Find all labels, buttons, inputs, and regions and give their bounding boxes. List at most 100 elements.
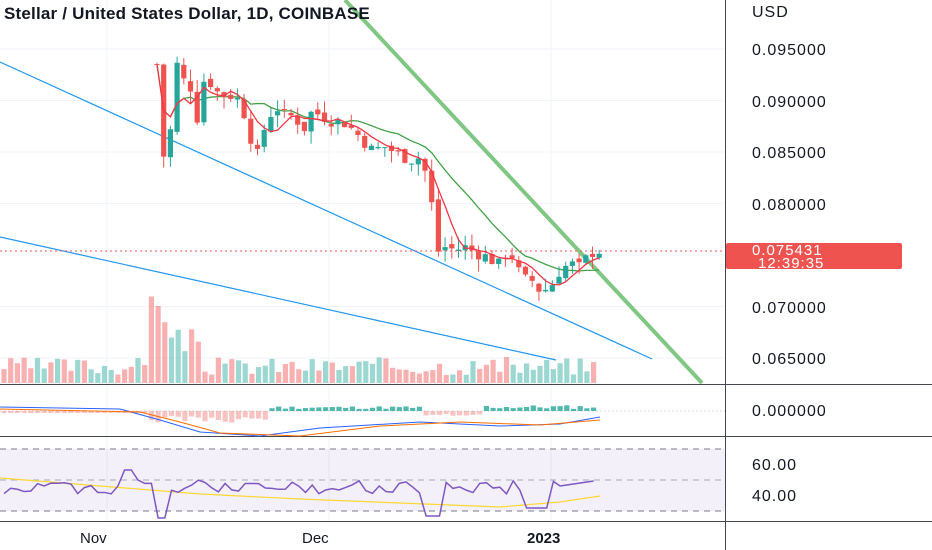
candle-body [261, 130, 267, 147]
macd-histogram-bar [343, 407, 349, 411]
macd-histogram-bar [202, 411, 208, 422]
price-tick-label: 0.070000 [752, 300, 827, 317]
macd-histogram-bar [262, 411, 268, 420]
candle-body [187, 81, 194, 92]
candle-body [234, 97, 240, 100]
macd-histogram-bar [564, 405, 570, 411]
volume-bar [584, 371, 590, 383]
volume-bar [269, 358, 275, 383]
volume-bar [490, 359, 496, 383]
rsi-line [3, 469, 594, 519]
volume-bar [329, 362, 335, 383]
rsi-tick-label: 40.00 [752, 488, 797, 505]
candle-body [529, 276, 535, 281]
price-tick-label: 0.080000 [752, 197, 827, 214]
volume-bar [1, 369, 7, 383]
volume-bar [276, 372, 282, 383]
candlestick-series [154, 56, 602, 301]
candle-body [429, 170, 435, 203]
macd-histogram-bar [222, 411, 228, 422]
candle-body [335, 120, 341, 125]
candle-body [342, 122, 348, 128]
volume-bar [517, 372, 523, 383]
volume-bar [537, 365, 543, 383]
volume-bar [430, 370, 436, 383]
candle-body [576, 258, 582, 263]
rsi-tick-label: 60.00 [752, 457, 797, 474]
volume-bar [369, 363, 376, 383]
trendline-lower-blue[interactable] [0, 236, 557, 361]
price-axis[interactable]: USD 0.095000 0.090000 0.085000 0.080000 … [752, 4, 827, 368]
volume-bar [215, 357, 221, 383]
macd-histogram-bar [376, 406, 382, 411]
candle-body [288, 112, 294, 116]
macd-histogram-bar [88, 411, 94, 413]
candle-body [201, 81, 207, 123]
macd-histogram-bar [470, 411, 476, 415]
volume-bar [289, 361, 295, 383]
macd-histogram-bar [591, 407, 597, 411]
macd-histogram-bar [497, 408, 503, 411]
volume-bar [68, 370, 74, 383]
candle-body [315, 109, 321, 115]
macd-histogram-bar [530, 405, 536, 411]
candle-body [214, 88, 220, 92]
macd-histogram-bar [256, 411, 262, 419]
candle-body [415, 158, 421, 165]
candle-body [395, 150, 401, 152]
macd-histogram-bar [510, 408, 516, 411]
macd-histogram-bar [457, 411, 463, 416]
volume-bar [416, 373, 422, 383]
candle-body [208, 78, 214, 88]
volume-bar [302, 370, 309, 383]
volume-bar [296, 369, 302, 383]
macd-histogram-bar [28, 411, 34, 413]
macd-histogram-bar [396, 407, 402, 411]
macd-histogram-bar [235, 411, 242, 420]
macd-histogram-bar [550, 406, 556, 411]
candle-body [221, 92, 227, 98]
candle-body [295, 115, 301, 125]
macd-histogram-bar [195, 411, 201, 418]
volume-bar [503, 357, 510, 383]
volume-bar [383, 358, 389, 383]
macd-histogram-bar [323, 407, 329, 411]
macd-histogram-bar [410, 407, 416, 411]
candle-body [228, 94, 234, 99]
macd-tick-label: 0.000000 [752, 403, 827, 420]
macd-histogram-bar [148, 411, 154, 421]
volume-bar [390, 367, 396, 383]
macd-histogram-bar [55, 411, 61, 413]
volume-bar [443, 374, 449, 383]
candle-body [174, 62, 180, 132]
candle-body [254, 144, 261, 149]
macd-histogram-bar [570, 408, 577, 411]
candle-body [382, 147, 388, 149]
price-tick-label: 0.095000 [752, 42, 827, 59]
macd-histogram-bar [517, 407, 523, 411]
macd-histogram-bar [309, 407, 315, 411]
macd-histogram-bar [75, 411, 81, 413]
candle-body [496, 258, 502, 264]
volume-bar [75, 359, 81, 383]
price-axis-currency: USD [752, 4, 789, 21]
volume-bar [436, 363, 443, 383]
volume-bar [101, 365, 108, 383]
macd-histogram-bar [296, 408, 302, 411]
volume-bar [235, 360, 242, 383]
volume-bar [14, 363, 20, 383]
volume-bar [242, 363, 248, 383]
macd-histogram-bar [316, 407, 322, 411]
macd-histogram-bar [483, 406, 489, 411]
trendline-upper-blue[interactable] [0, 61, 653, 360]
rsi-pane [0, 448, 725, 519]
volume-bar [457, 370, 463, 383]
volume-bar [497, 371, 503, 383]
trendline-green[interactable] [343, 0, 704, 385]
volume-bar [182, 351, 188, 383]
time-axis[interactable]: Nov Dec 2023 [80, 530, 560, 547]
candle-body [275, 111, 281, 116]
macd-histogram-bar [557, 406, 563, 411]
price-tick-label: 0.065000 [752, 351, 827, 368]
